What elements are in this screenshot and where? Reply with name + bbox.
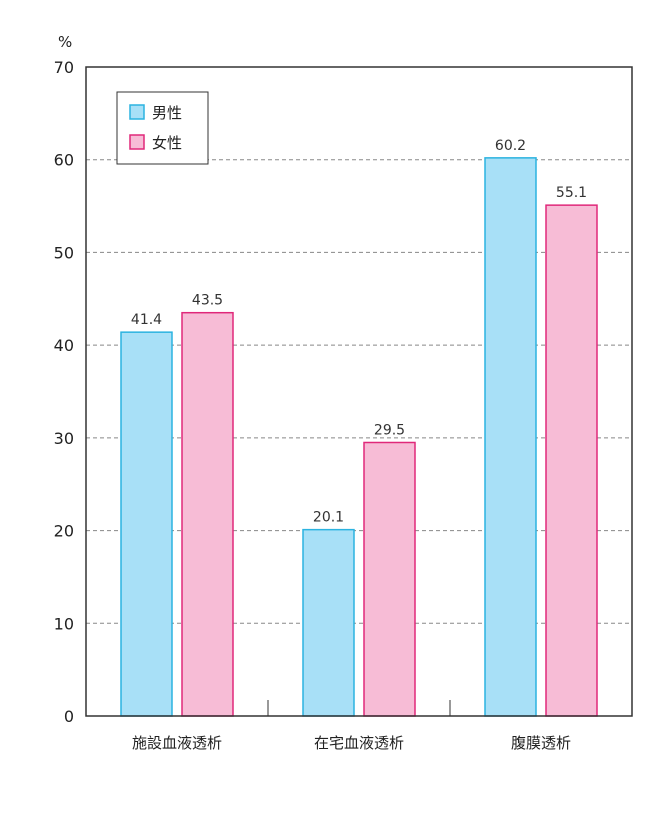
y-tick-label: 60	[54, 151, 74, 170]
legend-swatch-female	[129, 134, 145, 150]
data-label: 41.4	[131, 312, 162, 328]
y-tick-label: 0	[64, 707, 74, 726]
bar	[363, 441, 416, 717]
y-tick-label: 50	[54, 243, 74, 262]
bars: 41.4 43.5 20.1 29.5 60.2 55.1	[120, 138, 598, 717]
bar	[302, 528, 355, 717]
y-tick-label: 40	[54, 336, 74, 355]
x-category-label: 施設血液透析	[132, 734, 222, 752]
legend-label-female: 女性	[152, 134, 182, 152]
y-tick-label: 20	[54, 522, 74, 541]
y-tick-label: 10	[54, 614, 74, 633]
legend-swatch-male	[129, 104, 145, 120]
data-label: 43.5	[192, 293, 223, 309]
y-tick-label: 30	[54, 429, 74, 448]
data-label: 55.1	[556, 185, 587, 201]
bar	[120, 331, 173, 717]
data-label: 20.1	[313, 510, 344, 526]
data-label: 29.5	[374, 422, 405, 438]
data-label: 60.2	[495, 138, 526, 154]
legend-label-male: 男性	[152, 104, 182, 122]
bar	[181, 311, 234, 717]
legend-box	[116, 91, 209, 165]
legend: 男性 女性	[116, 91, 209, 165]
x-category-label: 在宅血液透析	[314, 734, 404, 752]
axes: 0 10 20 30 40 50 60 70 施設血液透析 在宅血液透析 腹膜透析	[54, 58, 571, 752]
bar	[545, 204, 598, 717]
plot-area	[85, 66, 633, 717]
x-category-label: 腹膜透析	[511, 734, 571, 752]
bar	[484, 157, 537, 717]
y-axis-unit: %	[58, 33, 72, 51]
y-tick-label: 70	[54, 58, 74, 77]
